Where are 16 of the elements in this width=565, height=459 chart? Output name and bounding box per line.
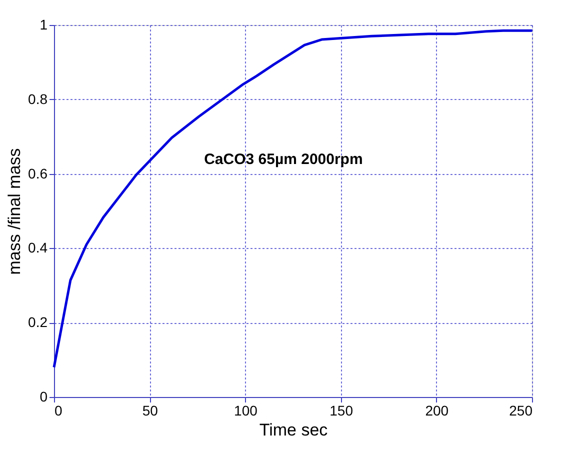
x-tick-label: 0	[54, 402, 62, 418]
x-tick-label: 250	[509, 402, 533, 418]
y-tick-label: 1	[40, 16, 48, 32]
y-tick-label: 0.2	[28, 314, 48, 330]
x-tick-label: 200	[425, 402, 449, 418]
x-tick-label: 50	[142, 402, 158, 418]
y-tick-label: 0.8	[28, 90, 48, 107]
x-axis-title: Time sec	[259, 420, 328, 440]
annotation: CaCO3 65µm 2000rpm	[204, 150, 363, 168]
x-tick-label: 150	[330, 402, 354, 418]
x-tick-label: 100	[234, 402, 258, 418]
y-tick-label: 0	[40, 388, 48, 404]
y-axis-title: mass /final mass	[5, 148, 24, 275]
y-tick-label: 0.6	[28, 165, 48, 182]
line-series	[52, 29, 534, 368]
y-tick-label: 0.4	[28, 240, 48, 256]
